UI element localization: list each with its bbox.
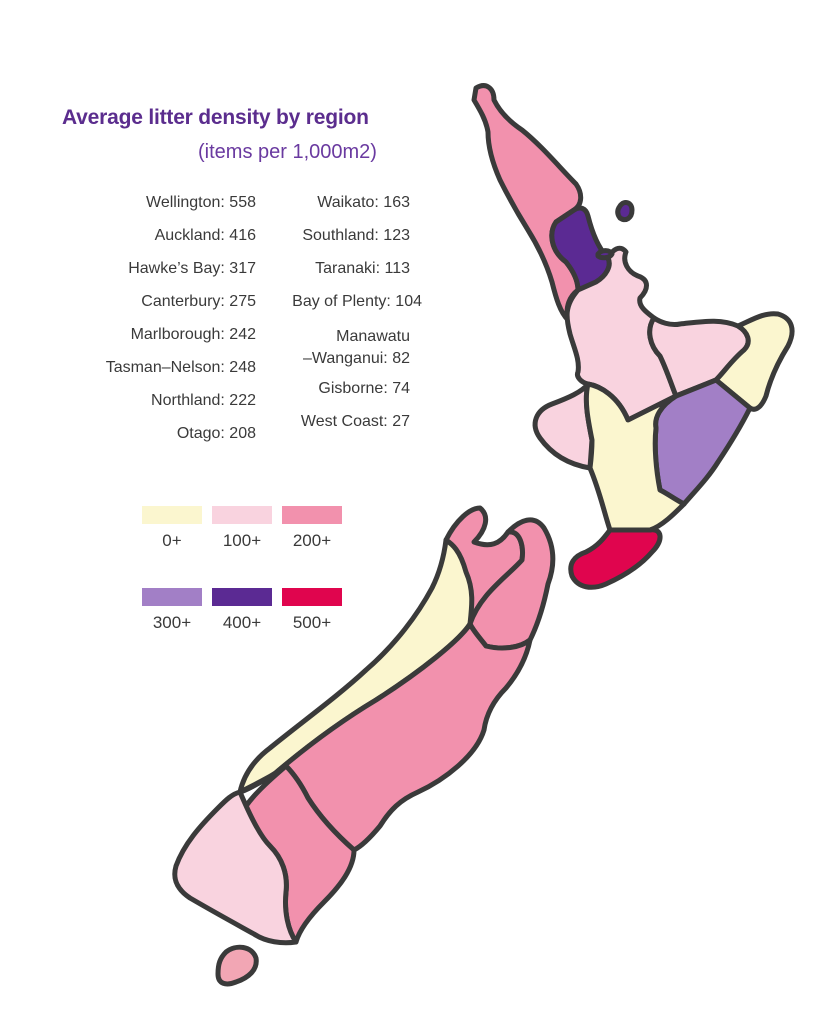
island-great-barrier <box>615 200 635 223</box>
stat-canterbury: Canterbury: 275 <box>141 293 256 310</box>
stat-northland: Northland: 222 <box>151 392 256 409</box>
region-northland <box>471 83 584 323</box>
stat-wellington: Wellington: 558 <box>146 194 256 211</box>
legend-label-300: 300+ <box>152 613 192 632</box>
region-stats-left: Wellington: 558 Auckland: 416 Hawke’s Ba… <box>60 194 256 454</box>
stat-otago: Otago: 208 <box>176 425 256 442</box>
legend-swatch-0 <box>142 506 202 524</box>
legend-swatch-200 <box>282 506 342 524</box>
stat-southland: Southland: 123 <box>302 227 410 244</box>
stat-bay-of-plenty: Bay of Plenty: 104 <box>292 293 422 310</box>
legend-label-200: 200+ <box>292 531 332 550</box>
stat-taranaki: Taranaki: 113 <box>315 260 410 277</box>
legend-swatch-400 <box>212 588 272 606</box>
legend-label-500: 500+ <box>292 613 332 632</box>
stat-manawatu-line1: Manawatu <box>336 328 410 345</box>
island-waiheke <box>595 248 615 261</box>
stat-waikato: Waikato: 163 <box>317 194 410 211</box>
map-subtitle: (items per 1,000m2) <box>198 141 377 163</box>
stat-gisborne: Gisborne: 74 <box>318 380 410 397</box>
stat-west-coast: West Coast: 27 <box>300 413 410 430</box>
island-stewart <box>215 944 259 987</box>
region-manawatu-wanganui <box>583 381 687 533</box>
legend-label-0: 0+ <box>162 531 182 550</box>
stat-marlborough: Marlborough: 242 <box>130 326 256 343</box>
stat-auckland: Auckland: 416 <box>154 227 256 244</box>
region-southland <box>172 789 299 946</box>
region-wellington <box>568 527 663 590</box>
legend-swatch-300 <box>142 588 202 606</box>
legend-label-400: 400+ <box>222 613 262 632</box>
stat-manawatu-line2: –Wanganui: 82 <box>302 350 410 367</box>
stat-tasman-nelson: Tasman–Nelson: 248 <box>105 359 256 376</box>
region-taranaki <box>532 381 595 471</box>
legend-swatch-100 <box>212 506 272 524</box>
stat-manawatu-wanganui: Manawatu –Wanganui: 82 <box>303 326 410 370</box>
legend-label-100: 100+ <box>222 531 262 550</box>
region-gisborne <box>713 311 795 412</box>
legend-swatch-500 <box>282 588 342 606</box>
stat-hawkes-bay: Hawke’s Bay: 317 <box>128 260 256 277</box>
map-title: Average litter density by region <box>62 106 369 129</box>
region-stats-right: Waikato: 163 Southland: 123 Taranaki: 11… <box>260 194 422 454</box>
